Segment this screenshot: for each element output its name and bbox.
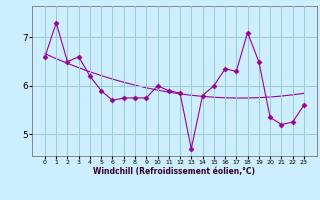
X-axis label: Windchill (Refroidissement éolien,°C): Windchill (Refroidissement éolien,°C) — [93, 167, 255, 176]
